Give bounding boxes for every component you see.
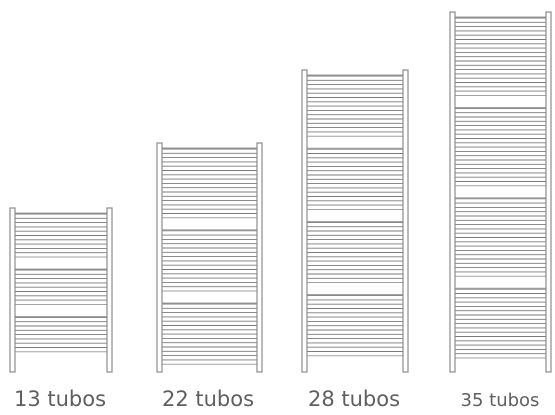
radiator-right-post (256, 142, 263, 373)
tube-group (454, 16, 547, 96)
radiator-illustrations (9, 11, 552, 373)
radiator-22-tubes (156, 142, 263, 373)
radiator-28-tubes (301, 69, 409, 373)
radiator-left-post (301, 69, 308, 373)
tube-group (454, 107, 547, 187)
radiator-left-post (449, 11, 456, 373)
tube-group (161, 147, 258, 219)
radiator-label-22: 22 tubos (161, 387, 255, 411)
radiator-right-post (106, 207, 113, 373)
radiator-right-post (402, 69, 409, 373)
tube-group (454, 197, 547, 277)
tube-group (14, 212, 108, 258)
radiator-35-tubes (449, 11, 552, 373)
radiator-left-post (156, 142, 163, 373)
radiator-label-35: 35 tubos (460, 390, 540, 411)
radiator-label-28: 28 tubos (307, 387, 401, 411)
radiator-right-post (545, 11, 552, 373)
radiator-left-post (9, 207, 16, 373)
radiator-13-tubes (9, 207, 113, 373)
radiator-label-13: 13 tubos (13, 387, 107, 411)
tube-group (454, 287, 547, 359)
